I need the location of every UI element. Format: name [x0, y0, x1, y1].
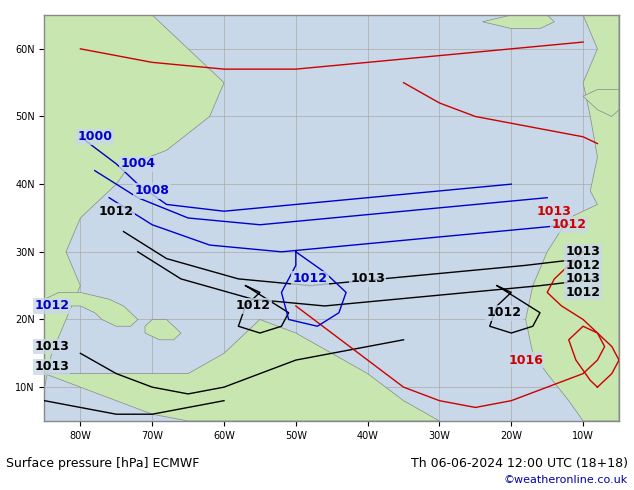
Text: 1012: 1012 — [566, 286, 600, 299]
Text: 1013: 1013 — [566, 245, 600, 258]
Text: 1012: 1012 — [293, 272, 328, 285]
Polygon shape — [482, 15, 554, 28]
Polygon shape — [526, 15, 619, 421]
Text: 1012: 1012 — [34, 299, 69, 313]
Text: Surface pressure [hPa] ECMWF: Surface pressure [hPa] ECMWF — [6, 457, 200, 470]
Text: 1013: 1013 — [34, 340, 69, 353]
Text: 1004: 1004 — [120, 157, 155, 171]
Text: 1000: 1000 — [77, 130, 112, 143]
Text: 1013: 1013 — [34, 360, 69, 373]
Text: 1012: 1012 — [551, 218, 586, 231]
Text: 1012: 1012 — [486, 306, 522, 319]
Polygon shape — [145, 319, 181, 340]
Text: 1013: 1013 — [537, 205, 572, 218]
Text: 1013: 1013 — [566, 272, 600, 285]
Text: 1013: 1013 — [350, 272, 385, 285]
Polygon shape — [44, 319, 439, 421]
Polygon shape — [583, 90, 619, 117]
Polygon shape — [44, 293, 138, 326]
Text: Th 06-06-2024 12:00 UTC (18+18): Th 06-06-2024 12:00 UTC (18+18) — [411, 457, 628, 470]
Text: 1012: 1012 — [235, 299, 270, 313]
Text: ©weatheronline.co.uk: ©weatheronline.co.uk — [503, 475, 628, 485]
Polygon shape — [44, 15, 224, 421]
Text: 1008: 1008 — [135, 184, 170, 197]
Text: 1016: 1016 — [508, 354, 543, 367]
Text: 1012: 1012 — [99, 205, 134, 218]
Text: 1012: 1012 — [566, 259, 600, 272]
